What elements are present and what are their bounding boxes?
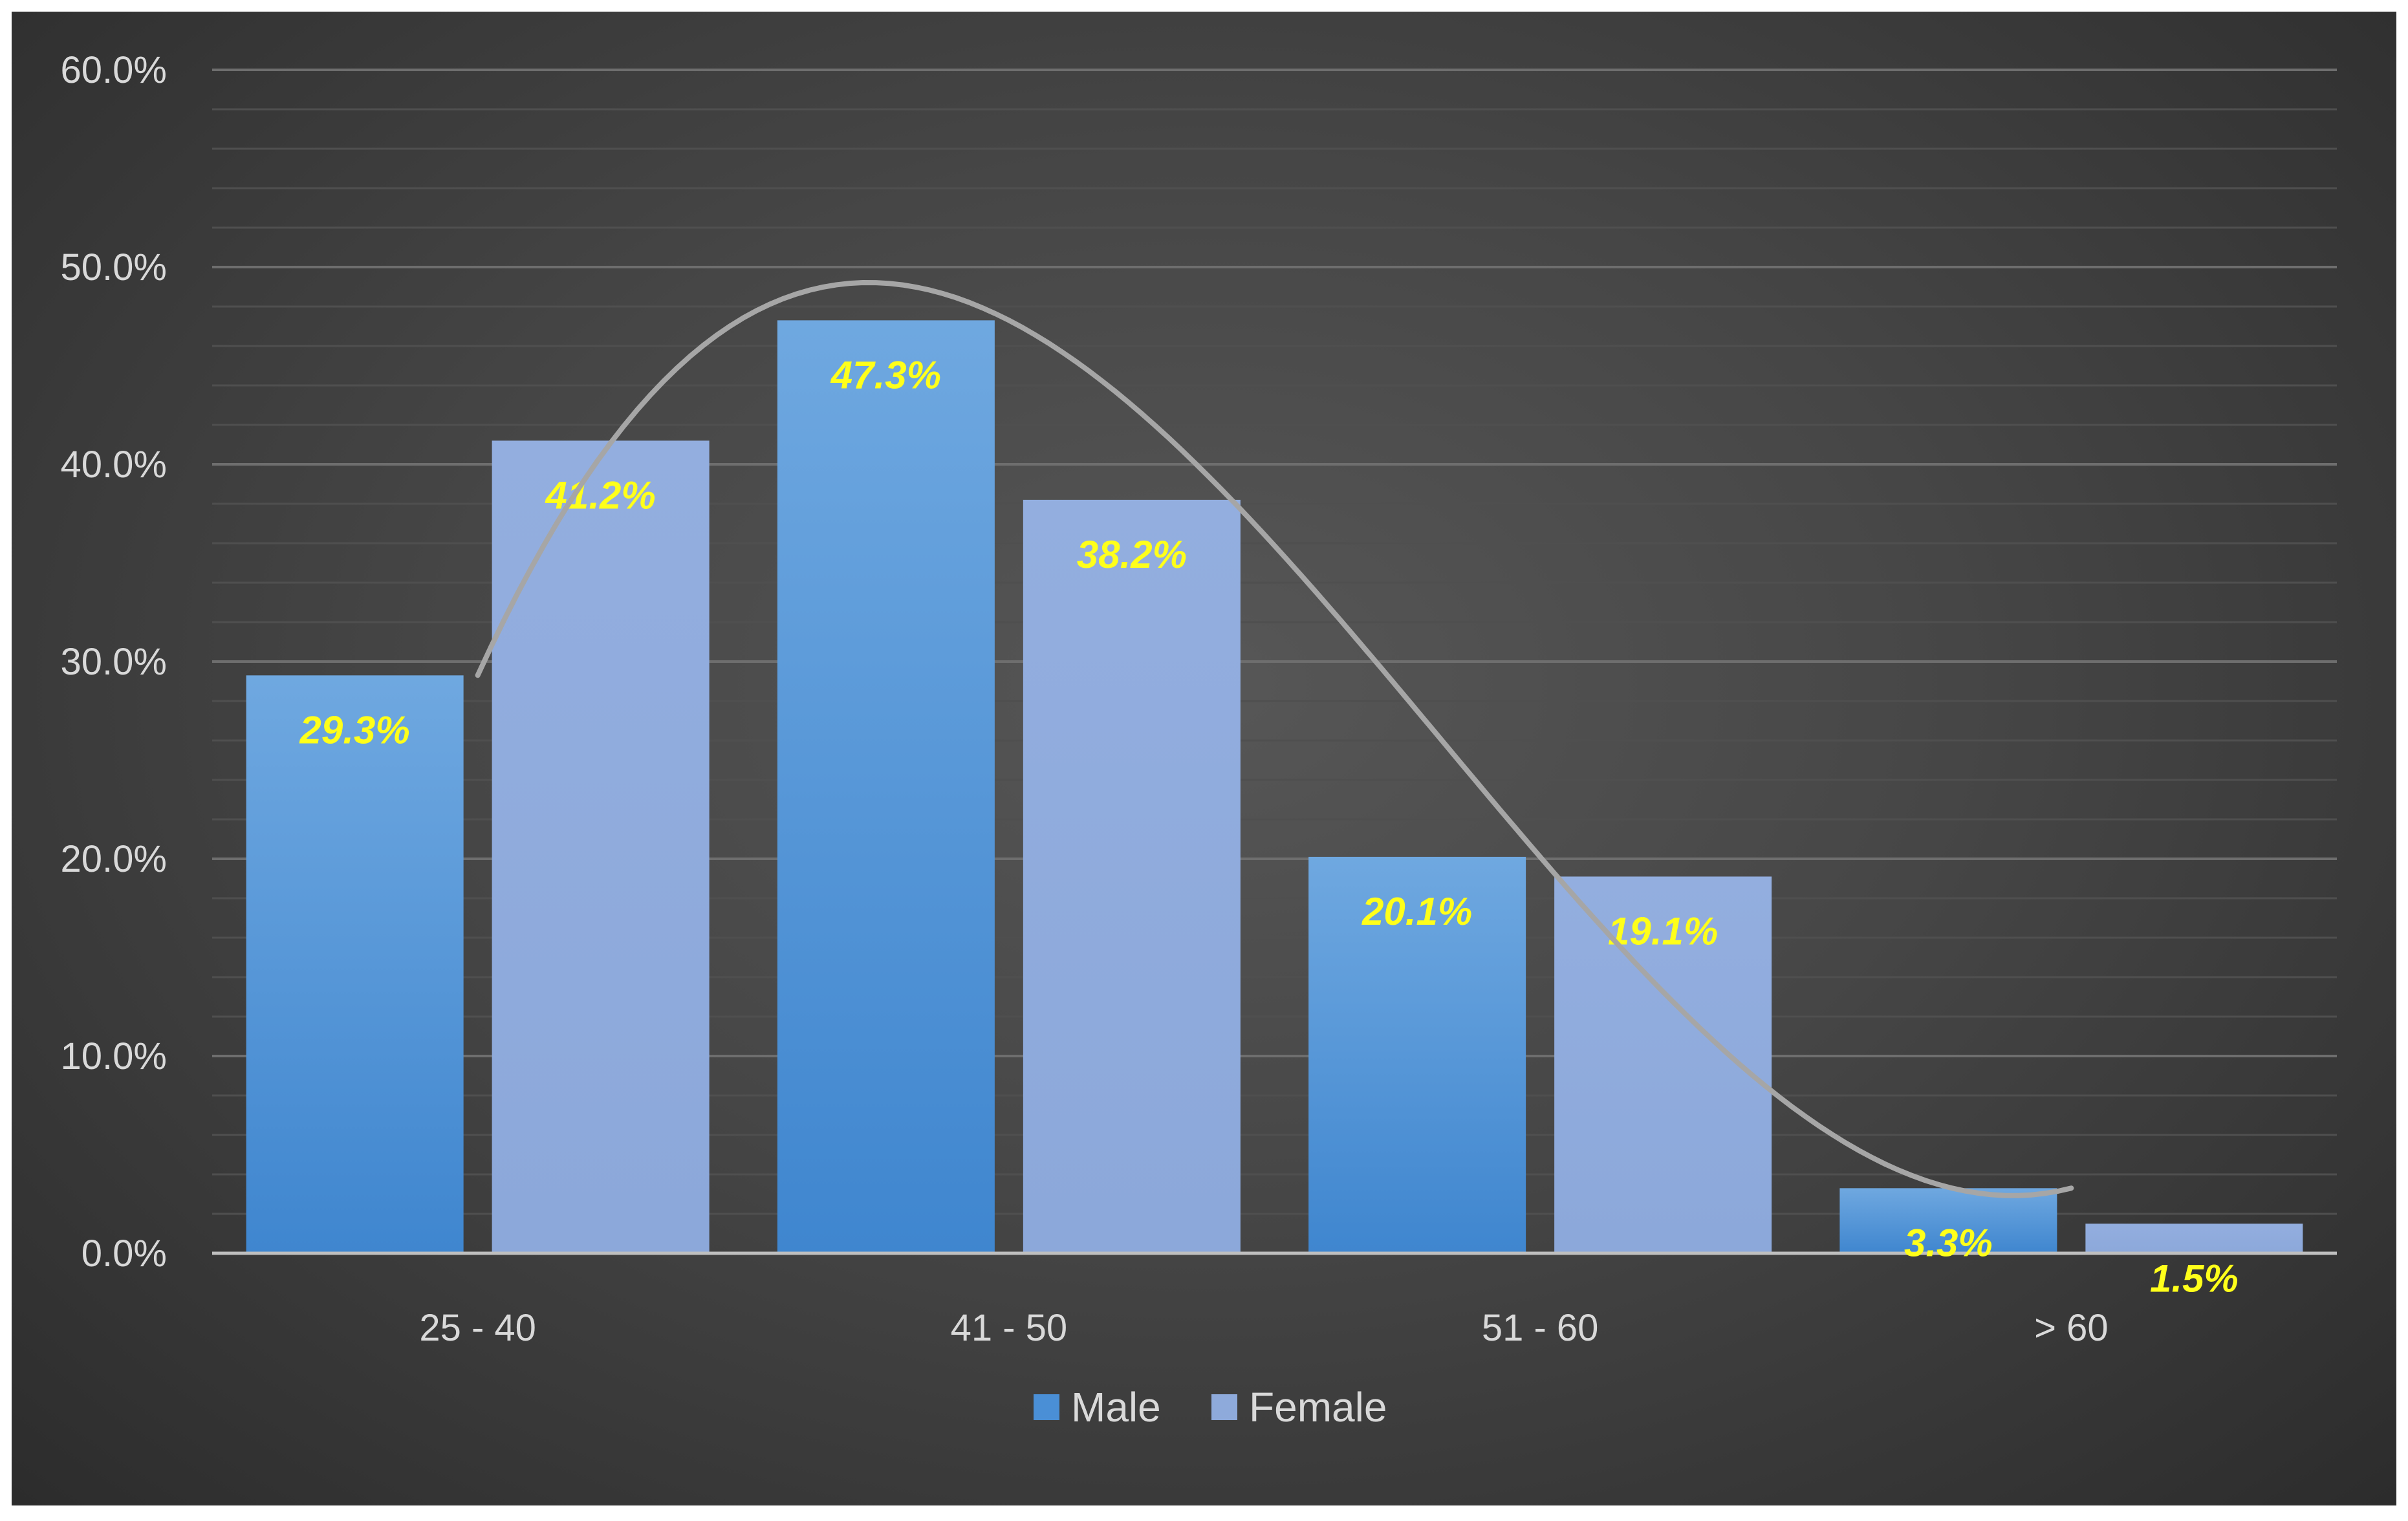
bar-female bbox=[492, 440, 710, 1253]
y-tick-label: 50.0% bbox=[61, 246, 167, 288]
y-axis: 0.0% 10.0% 20.0% 30.0% 40.0% 50.0% 60.0% bbox=[61, 49, 167, 1275]
y-tick-label: 20.0% bbox=[61, 838, 167, 880]
bar-male bbox=[1839, 1188, 2057, 1253]
data-label: 29.3% bbox=[299, 708, 410, 751]
y-tick-label: 40.0% bbox=[61, 444, 167, 486]
x-tick-label: 25 - 40 bbox=[419, 1307, 536, 1349]
legend-swatch-male bbox=[1034, 1394, 1059, 1420]
y-tick-label: 0.0% bbox=[81, 1233, 167, 1275]
data-label: 19.1% bbox=[1608, 909, 1718, 953]
legend: Male Female bbox=[1034, 1384, 1387, 1430]
legend-label-female: Female bbox=[1249, 1384, 1387, 1430]
data-label: 20.1% bbox=[1361, 890, 1472, 933]
x-tick-label: 51 - 60 bbox=[1482, 1307, 1599, 1349]
bar-female bbox=[2085, 1224, 2303, 1253]
data-labels: 29.3% 41.2% 47.3% 38.2% 20.1% 19.1% 3.3% 1.5% bbox=[299, 353, 2239, 1300]
bar-female bbox=[1554, 876, 1772, 1253]
y-tick-label: 60.0% bbox=[61, 49, 167, 91]
bars bbox=[246, 320, 2303, 1254]
bar-male bbox=[1308, 856, 1526, 1253]
x-axis: 25 - 40 41 - 50 51 - 60 > 60 bbox=[419, 1307, 2108, 1349]
y-tick-label: 30.0% bbox=[61, 641, 167, 683]
trendline-curve bbox=[475, 279, 2074, 1198]
data-label: 1.5% bbox=[2150, 1257, 2239, 1300]
bar-male bbox=[246, 675, 464, 1253]
bar-chart: 0.0% 10.0% 20.0% 30.0% 40.0% 50.0% 60.0% 25 - … bbox=[61, 49, 2337, 1430]
data-label: 3.3% bbox=[1904, 1221, 1993, 1264]
bar-female bbox=[1023, 499, 1241, 1253]
data-label: 41.2% bbox=[545, 473, 656, 517]
x-tick-label: > 60 bbox=[2034, 1307, 2109, 1349]
y-tick-label: 10.0% bbox=[61, 1035, 167, 1077]
x-tick-label: 41 - 50 bbox=[951, 1307, 1068, 1349]
data-label: 38.2% bbox=[1077, 533, 1187, 576]
chart-area: 0.0% 10.0% 20.0% 30.0% 40.0% 50.0% 60.0% 25 - … bbox=[12, 12, 2396, 1505]
trendline bbox=[475, 279, 2074, 1198]
bar-male bbox=[777, 320, 995, 1254]
legend-swatch-female bbox=[1211, 1394, 1237, 1420]
legend-label-male: Male bbox=[1071, 1384, 1161, 1430]
data-label: 47.3% bbox=[830, 353, 941, 396]
